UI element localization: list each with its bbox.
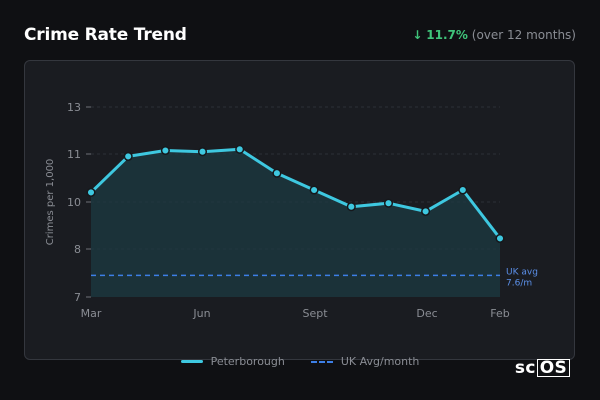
data-point [197,147,208,157]
data-point [421,206,431,216]
reference-label: UK avg [506,267,538,277]
data-point [346,202,356,212]
data-point [495,233,505,243]
data-point [86,187,96,197]
data-point [123,151,133,161]
data-point [272,168,282,178]
data-point [160,145,170,156]
change-period: (over 12 months) [471,28,576,42]
y-tick-label: 7 [74,291,81,304]
legend-series-label: Peterborough [210,355,285,368]
data-point [235,144,245,154]
y-axis-label: Crimes per 1,000 [45,159,56,246]
data-point [383,198,394,208]
legend: Peterborough UK Avg/month [0,355,600,368]
brand-text-boxed: OS [536,359,570,377]
brand-text: sc [514,358,536,378]
series-area [91,149,500,297]
reference-value-label: 7.6/m [506,278,532,288]
chart-title: Crime Rate Trend [24,25,187,45]
x-tick-label: Feb [490,307,509,320]
down-arrow-icon: ↓ [412,28,423,42]
data-point [309,185,319,195]
x-tick-label: Sept [302,307,328,320]
series-line [89,147,502,240]
y-tick-label: 8 [74,243,81,256]
x-tick-label: Mar [81,307,102,320]
brand-logo: sc OS [515,358,570,378]
y-tick-label: 11 [67,148,81,161]
y-tick-label: 13 [67,101,81,114]
x-tick-label: Jun [192,307,210,320]
legend-reference-label: UK Avg/month [340,355,420,368]
legend-series-swatch [180,360,203,363]
y-tick-label: 10 [67,196,81,209]
change-indicator: ↓ 11.7% (over 12 months) [412,28,576,42]
legend-item-series[interactable]: Peterborough [180,355,285,368]
legend-item-reference[interactable]: UK Avg/month [310,355,420,368]
change-percent: 11.7% [426,28,468,42]
x-tick-label: Dec [416,307,437,320]
data-point [458,185,468,195]
legend-reference-swatch [310,360,333,363]
